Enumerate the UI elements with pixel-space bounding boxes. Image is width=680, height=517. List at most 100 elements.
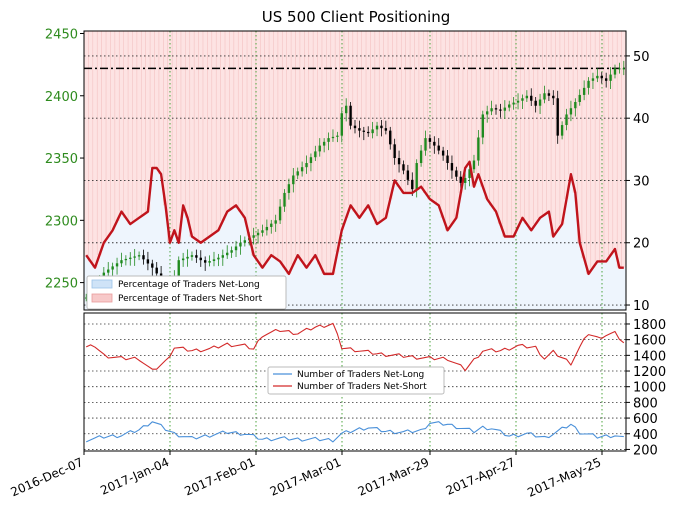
net-short-area-bar [612,31,618,249]
net-short-area-bar [577,31,583,243]
candle-body [107,269,110,273]
pct-tick-label: 20 [633,237,650,252]
net-short-area-bar [84,31,89,256]
net-short-count-line [85,322,625,372]
candle-body [261,230,264,233]
candle-body [494,108,498,110]
candle-body [419,150,423,164]
candle-body [565,114,568,126]
net-short-area-bar [520,31,526,218]
candle-body [534,100,537,106]
net-short-area-bar [172,31,177,231]
net-short-area-bar [524,31,530,225]
net-short-area-bar [388,31,393,200]
candle-body [278,206,282,221]
candle-body [327,138,330,142]
candle-body [208,261,211,263]
candle-body [155,267,158,274]
net-short-area-bar [590,31,596,268]
net-short-area-bar [423,31,429,193]
net-short-area-bar [158,31,164,175]
net-short-area-bar [603,31,609,262]
candle-body [212,259,216,262]
net-short-area-bar [304,31,310,268]
x-axis: 2016-Dec-07 2017-Jan-04 2017-Feb-01 2017-Ma… [9,451,603,500]
legend-swatch-net-short [91,293,113,303]
candle-body [186,256,189,259]
net-short-area-bar [114,31,120,221]
candle-body [503,107,507,111]
price-positioning-panel: 2250 2300 2350 2400 2450 10 20 30 40 50 [45,27,650,314]
net-short-area-bar [507,31,512,237]
net-short-area-bar [436,31,442,206]
candle-body [190,255,194,257]
candle-body [477,137,480,161]
candle-body [120,260,123,264]
net-short-area-bar [264,31,270,262]
net-short-area-bar [286,31,292,274]
candle-body [587,80,590,88]
net-short-area-bar [401,31,407,193]
candle-body [481,114,484,138]
candle-body [287,184,291,193]
count-tick-label: 1800 [633,318,666,333]
date-tick-label: 2016-Dec-07 [9,455,86,499]
candle-body [375,125,379,130]
bottom-panel-frame [83,312,627,452]
net-short-area-bar [321,31,327,274]
net-short-area-bar [471,31,477,187]
net-short-area-bar [414,31,420,190]
candle-body [433,141,436,146]
net-short-area-bar [167,31,173,243]
net-short-area-bar [255,31,261,262]
candle-body [234,246,238,251]
candle-body [367,131,370,134]
candle-body [129,257,132,259]
date-tick-label: 2017-Mar-01 [268,455,343,499]
net-short-area-bar [299,31,305,262]
candle-body [380,125,383,129]
candle-body [397,158,401,165]
net-short-area-bar [216,31,222,231]
candle-body [596,75,599,79]
price-tick-label: 2350 [45,152,78,167]
net-short-area-bar [194,31,199,240]
net-short-area-bar [586,31,592,274]
net-short-area-bar [440,31,446,218]
net-short-area-bar [617,31,622,268]
net-short-area-bar [295,31,301,256]
legend-label-net-short: Percentage of Traders Net-Short [118,294,263,304]
candle-body [389,130,392,145]
net-short-area-bar [392,31,398,181]
candle-body [322,141,326,146]
candle-body [450,163,454,171]
net-short-area-bar [247,31,252,237]
candle-body [85,297,88,299]
candle-body [402,164,405,171]
net-short-area-bar [458,31,464,193]
candle-body [300,167,304,172]
net-short-area-bar [493,31,499,212]
candle-body [569,108,573,115]
candle-body [142,255,145,260]
net-long-count-line [85,421,624,443]
candle-body [525,95,529,99]
net-short-area-bar [106,31,111,237]
candle-body [203,260,207,263]
net-short-area-bar [542,31,548,215]
net-short-area-bar [445,31,451,231]
net-short-area-bar [454,31,459,218]
net-short-area-bar [581,31,587,259]
net-short-area-bar [467,31,473,162]
net-short-area-bar [308,31,314,262]
candle-body [415,163,418,190]
net-short-area-bar [608,31,614,256]
net-short-area-bar [242,31,248,218]
net-short-area-bar [533,31,539,225]
candle-body [538,99,542,106]
count-tick-label: 1400 [633,349,666,364]
net-short-area-bar [189,31,195,237]
net-short-area-bar [141,31,147,215]
